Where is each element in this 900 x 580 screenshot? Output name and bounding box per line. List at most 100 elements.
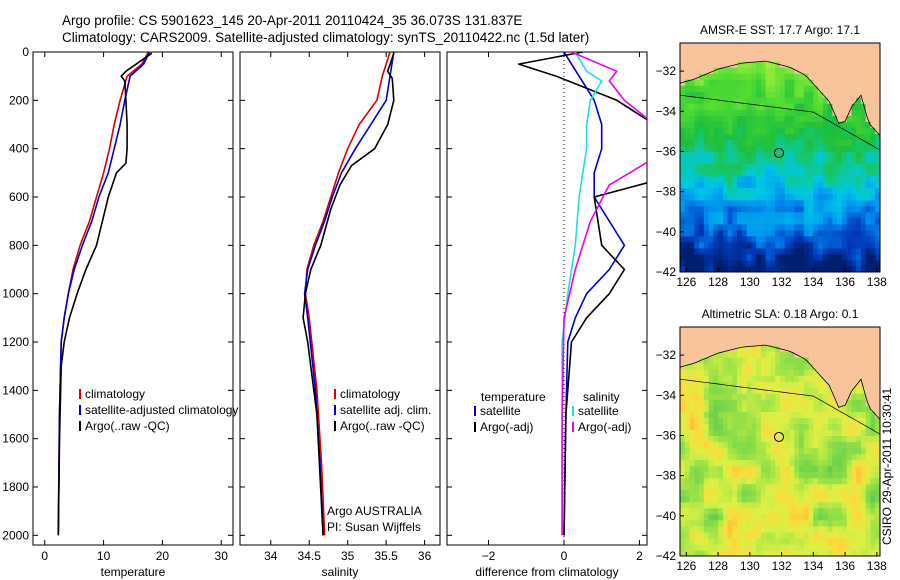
salinity-xtick-label: 35.5: [374, 549, 398, 563]
sst_map-panel: AMSR-E SST: 17.7 Argo: 17.1 126 128 130 132 1…: [656, 23, 888, 289]
legend-header-salinity: salinity: [583, 390, 620, 404]
sla_map-xtick-label: 136: [835, 559, 855, 573]
sst_map-xtick-label: 126: [676, 275, 696, 289]
temperature-panel: 0 10 20 30 0 200 400 600 800 1000 1200 1400 1600 1800…: [2, 45, 238, 579]
sst_map-title: AMSR-E SST: 17.7 Argo: 17.1: [700, 23, 860, 37]
sst_map-ytick-label: −34: [656, 104, 677, 118]
figure-title-line-2: Climatology: CARS2009. Satellite-adjuste…: [62, 30, 590, 45]
sst_map-frame: [679, 42, 881, 273]
difference-series-temperature-argo-adj-: [517, 52, 647, 536]
sla_map-field: [680, 327, 880, 556]
sst_map-ytick-label: −36: [656, 144, 677, 158]
temperature-xtick-label: 20: [156, 549, 170, 563]
salinity-legend-label: climatology: [340, 387, 400, 401]
salinity-xtick-label: 34.5: [298, 549, 322, 563]
salinity-legend-label: Argo(..raw -QC): [340, 419, 425, 433]
sla_map-title: Altimetric SLA: 0.18 Argo: 0.1: [702, 307, 859, 321]
argo-program-label: Argo AUSTRALIA: [327, 504, 422, 518]
depth-tick-label: 200: [9, 93, 29, 107]
difference-panel: −2 0 2 difference from climatology temperatu…: [446, 51, 648, 579]
depth-tick-label: 2000: [2, 528, 29, 542]
sst_map-xtick-label: 136: [835, 275, 855, 289]
difference-xtick-label: 2: [636, 549, 643, 563]
sla_map-xtick-label: 130: [740, 559, 760, 573]
depth-tick-label: 1200: [2, 335, 29, 349]
depth-tick-label: 1600: [2, 432, 29, 446]
sst_map-ytick-label: −40: [656, 225, 677, 239]
sla_map-profile-marker: [774, 431, 784, 442]
sla_map-ytick-label: −40: [656, 509, 677, 523]
temperature-legend-label: satellite-adjusted climatology: [85, 403, 238, 417]
salinity-series-argo-raw-qc-: [302, 52, 395, 536]
salinity-panel: 34 34.5 35 35.5 36 salinity climatology satelli…: [239, 51, 441, 579]
sst_map-xtick-label: 128: [708, 275, 728, 289]
temperature-xtick-label: 10: [97, 549, 111, 563]
depth-tick-label: 1400: [2, 383, 29, 397]
diff-legend-label: Argo(-adj): [480, 420, 533, 434]
sla_map-ytick-label: −36: [656, 428, 677, 442]
sla_map-ytick-label: −38: [656, 469, 677, 483]
sst_map-profile-marker: [774, 147, 784, 158]
difference-frame: [446, 51, 648, 546]
sst_map-shelf-contour: [680, 94, 880, 151]
sst_map-xtick-label: 138: [867, 275, 887, 289]
sst_map-xtick-label: 134: [803, 275, 823, 289]
credit-label: CSIRO 29-Apr-2011 10:30:41: [880, 387, 894, 545]
sla_map-ytick-label: −34: [656, 388, 677, 402]
salinity-xlabel: salinity: [322, 565, 359, 579]
difference-xtick-label: −2: [482, 549, 496, 563]
principal-investigator-label: PI: Susan Wijffels: [327, 520, 421, 534]
sla_map-coastline: [680, 344, 880, 420]
sst_map-field: [680, 43, 880, 272]
sst_map-ytick-label: −38: [656, 185, 677, 199]
depth-tick-label: 800: [9, 238, 29, 252]
sla_map-xtick-label: 134: [803, 559, 823, 573]
difference-series-group: [517, 52, 647, 536]
sla_map-ytick-label: −42: [656, 549, 677, 563]
sst_map-xtick-label: 132: [772, 275, 792, 289]
salinity-xtick-label: 35: [341, 549, 355, 563]
sst_map-xtick-label: 130: [740, 275, 760, 289]
temperature-xtick-label: 30: [215, 549, 229, 563]
temperature-legend-label: climatology: [85, 387, 145, 401]
figure-title-line-1: Argo profile: CS 5901623_145 20-Apr-2011…: [62, 13, 523, 28]
sla_map-xtick-label: 138: [867, 559, 887, 573]
sla_map-ytick-label: −32: [656, 348, 677, 362]
sla_map-xtick-label: 126: [676, 559, 696, 573]
sst_map-coastline: [680, 60, 880, 136]
salinity-legend-label: satellite adj. clim.: [340, 403, 431, 417]
sla_map-shelf-contour: [680, 378, 880, 435]
diff-legend-label: satellite: [578, 404, 619, 418]
legend-header-temperature: temperature: [481, 390, 546, 404]
temperature-xlabel: temperature: [101, 565, 166, 579]
depth-tick-label: 600: [9, 190, 29, 204]
sst_map-ytick-label: −42: [656, 265, 677, 279]
salinity-series-climatology: [304, 52, 391, 536]
salinity-xtick-label: 36: [418, 549, 432, 563]
temperature-legend-label: Argo(..raw -QC): [85, 419, 170, 433]
temperature-series-group: [57, 52, 153, 536]
difference-series-salinity-argo-adj-: [561, 52, 647, 536]
difference-xtick-label: 0: [561, 549, 568, 563]
sla_map-panel: Altimetric SLA: 0.18 Argo: 0.1 126 128 130 1…: [656, 307, 888, 573]
diff-legend-label: Argo(-adj): [578, 420, 631, 434]
sla_map-xtick-label: 128: [708, 559, 728, 573]
depth-tick-label: 400: [9, 142, 29, 156]
depth-tick-label: 1800: [2, 480, 29, 494]
salinity-series-satellite-adj-clim-: [303, 52, 395, 536]
depth-tick-label: 1000: [2, 287, 29, 301]
salinity-xtick-label: 34: [264, 549, 278, 563]
depth-tick-label: 0: [22, 45, 29, 59]
sla_map-xtick-label: 132: [772, 559, 792, 573]
salinity-frame: [239, 51, 441, 546]
sla_map-frame: [679, 326, 881, 557]
temperature-series-satellite-adjusted-climatology: [57, 52, 151, 536]
difference-xlabel: difference from climatology: [475, 565, 618, 579]
temperature-series-argo-raw-qc-: [57, 52, 153, 536]
temperature-xtick-label: 0: [41, 549, 48, 563]
difference-series-salinity-satellite: [561, 52, 603, 536]
diff-legend-label: satellite: [480, 404, 521, 418]
temperature-frame: [32, 51, 234, 546]
sst_map-ytick-label: −32: [656, 64, 677, 78]
